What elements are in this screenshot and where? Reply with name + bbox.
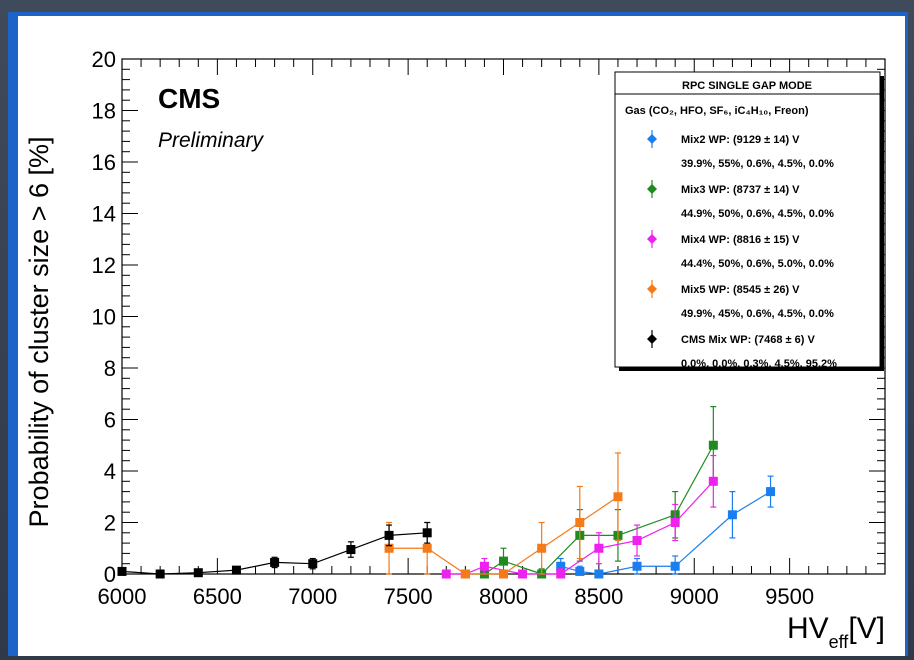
x-axis-label-sub: eff xyxy=(829,632,850,652)
legend-header: Gas (CO₂, HFO, SF₆, iC₄H₁₀, Freon) xyxy=(625,105,809,117)
data-point xyxy=(422,528,432,538)
y-tick-label: 4 xyxy=(104,459,116,484)
x-axis-label: HVeff[V] xyxy=(787,612,885,652)
legend-series-name: CMS Mix WP: (7468 ± 6) V xyxy=(681,334,815,346)
legend-series-name: Mix4 WP: (8816 ± 15) V xyxy=(681,234,800,246)
x-tick-label: 7000 xyxy=(288,584,337,609)
y-tick-label: 18 xyxy=(92,99,116,124)
x-axis-label-unit: [V] xyxy=(848,612,885,645)
data-point xyxy=(632,536,642,546)
x-tick-label: 9500 xyxy=(765,584,814,609)
data-point xyxy=(594,569,604,579)
series-4 xyxy=(117,521,432,579)
x-axis-label-main: HV xyxy=(787,612,829,645)
data-point xyxy=(670,518,680,527)
y-tick-label: 12 xyxy=(92,253,116,278)
legend-marker xyxy=(647,284,657,294)
series-2 xyxy=(441,454,718,579)
data-point xyxy=(766,487,776,497)
legend-series-composition: 0.0%, 0.0%, 0.3%, 4.5%, 95.2% xyxy=(681,358,837,370)
y-tick-label: 8 xyxy=(104,356,116,381)
data-point xyxy=(575,566,585,576)
legend-marker xyxy=(647,334,657,344)
y-tick-label: 16 xyxy=(92,150,116,175)
chart-svg: 6000 6500 7000 7500 8000 8500 9000 9500 0 2 4 6 8 10 1… xyxy=(24,47,886,652)
legend: RPC SINGLE GAP MODE Gas (CO₂, HFO, SF₆, … xyxy=(614,71,884,371)
data-point xyxy=(193,568,203,578)
data-point xyxy=(499,569,508,579)
data-point xyxy=(556,569,566,579)
legend-entry-1: Mix3 WP: (8737 ± 14) V 44.9%, 50%, 0.6%, … xyxy=(647,180,834,220)
data-point xyxy=(670,561,680,571)
legend-series-name: Mix2 WP: (9129 ± 14) V xyxy=(681,134,800,146)
y-tick-label: 20 xyxy=(92,47,116,72)
data-point xyxy=(499,556,508,566)
legend-series-composition: 44.4%, 50%, 0.6%, 5.0%, 0.0% xyxy=(681,258,834,270)
legend-series-name: Mix5 WP: (8545 ± 26) V xyxy=(681,284,800,296)
legend-series-composition: 49.9%, 45%, 0.6%, 4.5%, 0.0% xyxy=(681,308,834,320)
data-point xyxy=(441,569,451,579)
x-tick-label: 9000 xyxy=(670,584,719,609)
experiment-label: CMS xyxy=(158,83,220,114)
y-tick-label: 6 xyxy=(104,408,116,433)
data-point xyxy=(594,543,604,553)
data-point xyxy=(556,561,566,571)
legend-series-name: Mix3 WP: (8737 ± 14) V xyxy=(681,184,800,196)
data-point xyxy=(155,569,165,579)
data-point xyxy=(479,561,489,571)
x-tick-label: 8500 xyxy=(574,584,623,609)
data-point xyxy=(575,518,585,527)
legend-entry-0: Mix2 WP: (9129 ± 14) V 39.9%, 55%, 0.6%, … xyxy=(647,130,834,170)
y-axis-label: Probability of cluster size > 6 [%] xyxy=(24,137,54,528)
data-point xyxy=(708,476,718,486)
legend-series-composition: 44.9%, 50%, 0.6%, 4.5%, 0.0% xyxy=(681,208,834,220)
x-tick-label: 8000 xyxy=(479,584,528,609)
series-0 xyxy=(556,475,776,579)
data-point xyxy=(231,565,241,575)
status-label: Preliminary xyxy=(158,129,265,152)
legend-marker xyxy=(647,234,657,244)
tick-labels: 6000 6500 7000 7500 8000 8500 9000 9500 0 2 4 6 8 10 1… xyxy=(92,47,815,609)
data-point xyxy=(708,440,718,450)
legend-entries: Mix2 WP: (9129 ± 14) V 39.9%, 55%, 0.6%, … xyxy=(647,130,837,370)
y-tick-label: 2 xyxy=(104,511,116,536)
data-point xyxy=(117,566,127,576)
legend-box xyxy=(614,71,881,368)
legend-entry-3: Mix5 WP: (8545 ± 26) V 49.9%, 45%, 0.6%, … xyxy=(647,280,834,320)
y-tick-label: 10 xyxy=(92,305,116,330)
data-point xyxy=(346,545,356,555)
legend-entry-2: Mix4 WP: (8816 ± 15) V 44.4%, 50%, 0.6%, … xyxy=(647,230,834,270)
series-layer xyxy=(117,406,776,579)
data-point xyxy=(384,530,394,540)
x-tick-label: 6000 xyxy=(98,584,147,609)
data-point xyxy=(537,543,547,553)
data-point xyxy=(518,569,528,579)
data-point xyxy=(270,557,280,567)
legend-entry-4: CMS Mix WP: (7468 ± 6) V 0.0%, 0.0%, 0.3%… xyxy=(647,330,837,370)
data-point xyxy=(422,543,432,553)
x-tick-label: 6500 xyxy=(193,584,242,609)
data-point xyxy=(632,561,642,571)
legend-title: RPC SINGLE GAP MODE xyxy=(682,80,812,92)
data-point xyxy=(613,492,623,502)
legend-marker xyxy=(647,184,657,194)
data-point xyxy=(308,559,318,569)
legend-series-composition: 39.9%, 55%, 0.6%, 4.5%, 0.0% xyxy=(681,158,834,170)
series-3 xyxy=(384,452,623,579)
series-line xyxy=(560,491,771,575)
legend-marker xyxy=(647,134,657,144)
x-tick-label: 7500 xyxy=(384,584,433,609)
data-point xyxy=(727,510,737,520)
data-point xyxy=(384,543,394,553)
y-tick-label: 14 xyxy=(92,202,116,227)
y-tick-label: 0 xyxy=(104,562,116,587)
plot-canvas: 6000 6500 7000 7500 8000 8500 9000 9500 0 2 4 6 8 10 1… xyxy=(18,16,905,656)
data-point xyxy=(460,569,470,579)
